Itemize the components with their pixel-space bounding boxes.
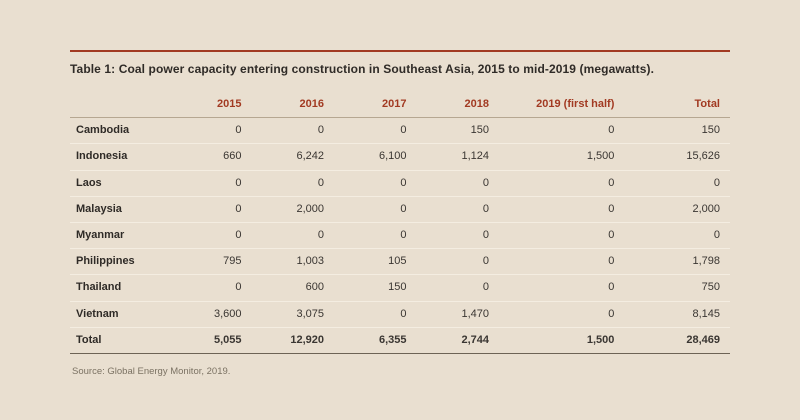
column-header: 2018	[416, 92, 499, 119]
table-cell: 0	[608, 202, 615, 215]
table-cell: 660	[223, 150, 242, 163]
table-cell: 0	[400, 307, 407, 320]
table-cell: 0	[235, 281, 242, 294]
table-cell: 0	[317, 176, 324, 189]
table-cell: 0	[400, 176, 407, 189]
table-cell: 0	[235, 176, 242, 189]
table-cell: 5,055	[213, 333, 242, 346]
row-label: Myanmar	[76, 228, 125, 241]
table-header: 2015 2016 2017 2018 2019 (first half) Total	[70, 92, 730, 119]
table-cell: 1,500	[586, 333, 615, 346]
table-cell: 0	[608, 281, 615, 294]
table-row: Cambodia 0 0 0 150 0 150	[70, 118, 730, 144]
table-cell: 15,626	[686, 150, 720, 163]
column-header: 2017	[334, 92, 417, 119]
table-cell: 0	[713, 176, 720, 189]
row-label: Malaysia	[76, 202, 122, 215]
table-cell: 2,744	[461, 333, 489, 346]
table-row: Indonesia 660 6,242 6,100 1,124 1,500 15,626	[70, 144, 730, 171]
table-figure: Table 1: Coal power capacity entering co…	[70, 50, 730, 377]
table-cell: 1,798	[692, 255, 720, 268]
table-cell: 150	[388, 281, 407, 294]
table-cell: 1,124	[461, 150, 489, 163]
table-body: Cambodia 0 0 0 150 0 150 Indonesia 660 6,242 6,100…	[70, 118, 730, 354]
table-cell: 1,470	[461, 307, 489, 320]
table-cell: 0	[482, 176, 489, 189]
row-label: Thailand	[76, 281, 122, 294]
total-row: Total 5,055 12,920 6,355 2,744 1,500 28,469	[70, 327, 730, 354]
table-cell: 0	[608, 228, 615, 241]
table-cell: 150	[701, 124, 720, 137]
column-header: 2016	[251, 92, 334, 119]
table-cell: 0	[400, 202, 407, 215]
table-cell: 6,100	[378, 150, 407, 163]
row-label: Philippines	[76, 255, 135, 268]
table-cell: 0	[235, 202, 242, 215]
table-cell: 3,600	[213, 307, 242, 320]
table-row: Malaysia 0 2,000 0 0 0 2,000	[70, 196, 730, 223]
row-label: Cambodia	[76, 124, 130, 137]
table-cell: 0	[608, 176, 615, 189]
table-cell: 0	[608, 307, 615, 320]
table-cell: 12,920	[290, 333, 324, 346]
table-row: Laos 0 0 0 0 0 0	[70, 170, 730, 197]
row-label: Laos	[76, 176, 102, 189]
corner-cell	[70, 92, 169, 119]
column-header: 2015	[169, 92, 252, 119]
coal-capacity-table: 2015 2016 2017 2018 2019 (first half) Total C…	[70, 92, 730, 354]
table-cell: 150	[470, 124, 489, 137]
table-row: Thailand 0 600 150 0 0 750	[70, 275, 730, 301]
table-cell: 0	[317, 228, 324, 241]
table-cell: 600	[305, 281, 324, 294]
source-note: Source: Global Energy Monitor, 2019.	[72, 365, 231, 377]
table-row: Philippines 795 1,003 105 0 0 1,798	[70, 249, 730, 275]
table-cell: 0	[317, 124, 324, 137]
table-cell: 0	[482, 228, 489, 241]
table-cell: 1,500	[586, 150, 615, 163]
row-label: Total	[76, 333, 102, 346]
table-cell: 0	[400, 228, 407, 241]
accent-rule	[70, 50, 730, 52]
table-cell: 0	[235, 124, 242, 137]
table-cell: 28,469	[686, 333, 720, 346]
table-cell: 0	[482, 202, 489, 215]
table-cell: 2,000	[296, 202, 324, 215]
column-header: Total	[624, 92, 730, 119]
table-cell: 0	[608, 255, 615, 268]
row-label: Vietnam	[76, 307, 119, 320]
table-cell: 0	[235, 228, 242, 241]
table-row: Vietnam 3,600 3,075 0 1,470 0 8,145	[70, 301, 730, 328]
table-cell: 8,145	[692, 307, 720, 320]
table-cell: 6,242	[296, 150, 324, 163]
table-cell: 1,003	[296, 255, 324, 268]
table-cell: 2,000	[692, 202, 720, 215]
table-cell: 105	[388, 255, 407, 268]
table-cell: 0	[608, 124, 615, 137]
table-cell: 6,355	[378, 333, 407, 346]
row-label: Indonesia	[76, 150, 128, 163]
table-cell: 0	[482, 255, 489, 268]
table-row: Myanmar 0 0 0 0 0 0	[70, 222, 730, 249]
column-header: 2019 (first half)	[499, 92, 625, 119]
table-cell: 0	[400, 124, 407, 137]
table-title: Table 1: Coal power capacity entering co…	[70, 62, 655, 76]
table-cell: 0	[713, 228, 720, 241]
table-cell: 795	[223, 255, 242, 268]
table-cell: 3,075	[296, 307, 324, 320]
table-cell: 0	[482, 281, 489, 294]
table-cell: 750	[701, 281, 720, 294]
